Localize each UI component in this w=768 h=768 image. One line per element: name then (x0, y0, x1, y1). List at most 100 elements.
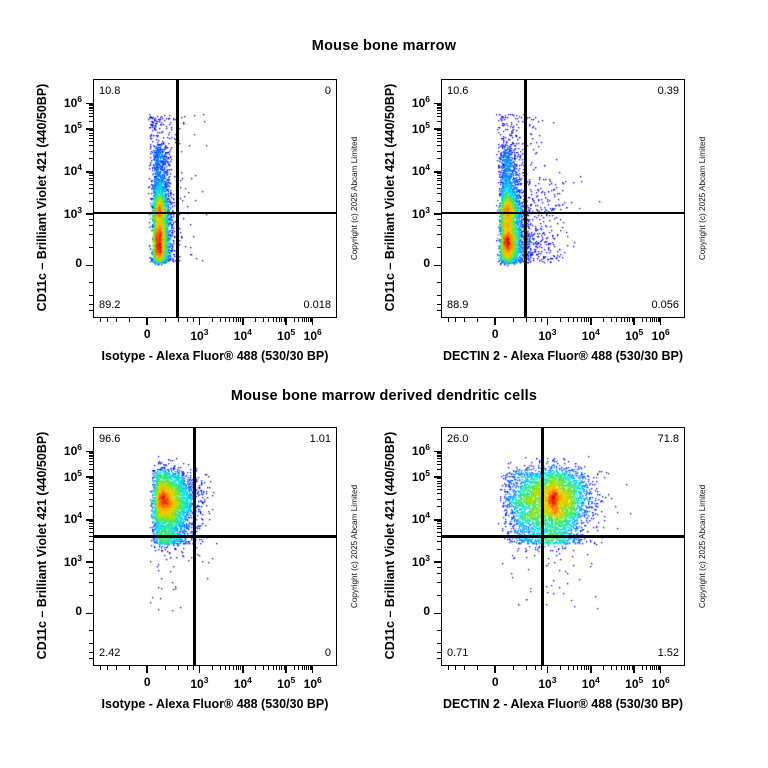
x-axis-minor-tick (631, 318, 633, 322)
y-axis-minor-tick (437, 200, 441, 202)
y-axis-major-tick (86, 518, 93, 521)
y-axis-minor-tick (89, 225, 93, 227)
y-axis-minor-tick (437, 612, 441, 614)
y-axis-minor-tick (89, 460, 93, 462)
x-axis-minor-tick (654, 318, 656, 322)
x-axis-minor-tick (494, 318, 496, 322)
y-axis-tick-label: 103 (63, 552, 82, 569)
y-axis-minor-tick (437, 193, 441, 195)
y-axis-minor-tick (89, 489, 93, 491)
x-axis-minor-tick (272, 318, 274, 322)
x-axis-tick-label: 104 (581, 675, 600, 691)
y-axis-minor-tick (89, 103, 93, 105)
y-axis-tick-label: 106 (411, 442, 430, 459)
x-axis-minor-tick (646, 318, 648, 322)
x-axis-minor-tick (512, 318, 514, 322)
x-axis-tick-label: 103 (190, 675, 209, 691)
x-axis-tick-label: 103 (538, 675, 557, 691)
x-axis-minor-tick (225, 318, 227, 322)
y-axis-minor-tick (437, 105, 441, 107)
y-axis-minor-tick (89, 566, 93, 568)
x-axis-minor-tick (298, 666, 300, 670)
y-axis-tick-label: 0 (423, 256, 430, 271)
quadrant-label-lower-right: 1.52 (657, 647, 679, 659)
y-axis-minor-tick (89, 218, 93, 220)
y-axis-minor-tick (437, 523, 441, 525)
y-axis-minor-tick (437, 282, 441, 284)
quadrant-label-lower-left: 89.2 (99, 299, 121, 311)
y-axis-minor-tick (89, 456, 93, 458)
y-axis-minor-tick (437, 150, 441, 152)
y-axis-major-tick (86, 476, 93, 479)
x-axis-minor-tick (588, 666, 590, 670)
x-axis-minor-tick (115, 666, 117, 670)
y-axis-minor-tick (89, 541, 93, 543)
x-axis-minor-tick (278, 666, 280, 670)
y-axis-minor-tick (89, 612, 93, 614)
y-axis-minor-tick (437, 454, 441, 456)
x-axis-minor-tick (308, 666, 310, 670)
x-axis-minor-tick (293, 318, 295, 322)
x-axis-minor-tick (641, 318, 643, 322)
y-axis-tick-label: 105 (411, 119, 430, 136)
y-axis-minor-tick (437, 183, 441, 185)
quadrant-line-vertical (176, 79, 179, 318)
y-axis-minor-tick (89, 458, 93, 460)
x-axis-minor-tick (620, 318, 622, 322)
y-axis-major-tick (86, 170, 93, 173)
quadrant-line-horizontal (441, 212, 685, 215)
y-axis-minor-tick (437, 294, 441, 296)
x-axis-minor-tick (238, 666, 240, 670)
x-axis-major-tick (311, 318, 314, 325)
x-axis-tick-label: 105 (277, 675, 296, 691)
x-axis-minor-tick (611, 666, 612, 670)
y-axis-minor-tick (89, 110, 93, 112)
quadrant-label-upper-left: 10.6 (447, 85, 469, 97)
x-axis-minor-tick (620, 666, 622, 670)
y-axis-minor-tick (437, 110, 441, 112)
x-axis-minor-tick (573, 666, 575, 670)
y-axis-minor-tick (437, 458, 441, 460)
x-axis-minor-tick (310, 318, 312, 322)
y-axis-minor-tick (437, 478, 441, 480)
quadrant-label-lower-right: 0.018 (303, 299, 331, 311)
x-axis-title: Isotype - Alexa Fluor® 488 (530/30 BP) (101, 697, 329, 711)
quadrant-line-vertical (193, 427, 196, 666)
x-axis-tick-label: 103 (538, 327, 557, 343)
x-axis-major-tick (242, 666, 244, 673)
y-axis-minor-tick (89, 310, 93, 312)
x-axis-minor-tick (229, 666, 231, 670)
y-axis-minor-tick (89, 137, 93, 139)
x-axis-tick-label: 0 (491, 327, 499, 341)
x-axis-major-tick (311, 666, 314, 673)
y-axis-minor-tick (437, 234, 441, 236)
x-axis-minor-tick (276, 318, 278, 322)
y-axis-minor-tick (437, 651, 441, 653)
y-axis-minor-tick (89, 651, 93, 653)
y-axis-minor-tick (437, 103, 441, 105)
x-axis-minor-tick (641, 666, 643, 670)
quadrant-label-lower-right: 0.056 (651, 299, 679, 311)
x-axis-minor-tick (658, 666, 660, 670)
x-axis-minor-tick (225, 666, 227, 670)
x-axis-minor-tick (654, 666, 656, 670)
x-axis-minor-tick (657, 318, 659, 322)
y-axis-minor-tick (437, 116, 441, 118)
y-axis-minor-tick (89, 498, 93, 500)
x-axis-tick-label: 103 (190, 327, 209, 343)
scatter-canvas (94, 80, 336, 317)
x-axis-minor-tick (219, 318, 221, 322)
x-axis-minor-tick (164, 318, 166, 322)
y-axis-minor-tick (437, 464, 441, 466)
y-axis-minor-tick (437, 310, 441, 312)
x-axis-minor-tick (541, 318, 543, 322)
y-axis-minor-tick (89, 108, 93, 110)
y-axis-minor-tick (89, 264, 93, 266)
y-axis-minor-tick (437, 528, 441, 530)
y-axis-tick-label: 104 (411, 162, 430, 179)
y-axis-minor-tick (89, 485, 93, 487)
y-axis-minor-tick (89, 548, 93, 550)
y-axis-major-tick (434, 476, 441, 479)
